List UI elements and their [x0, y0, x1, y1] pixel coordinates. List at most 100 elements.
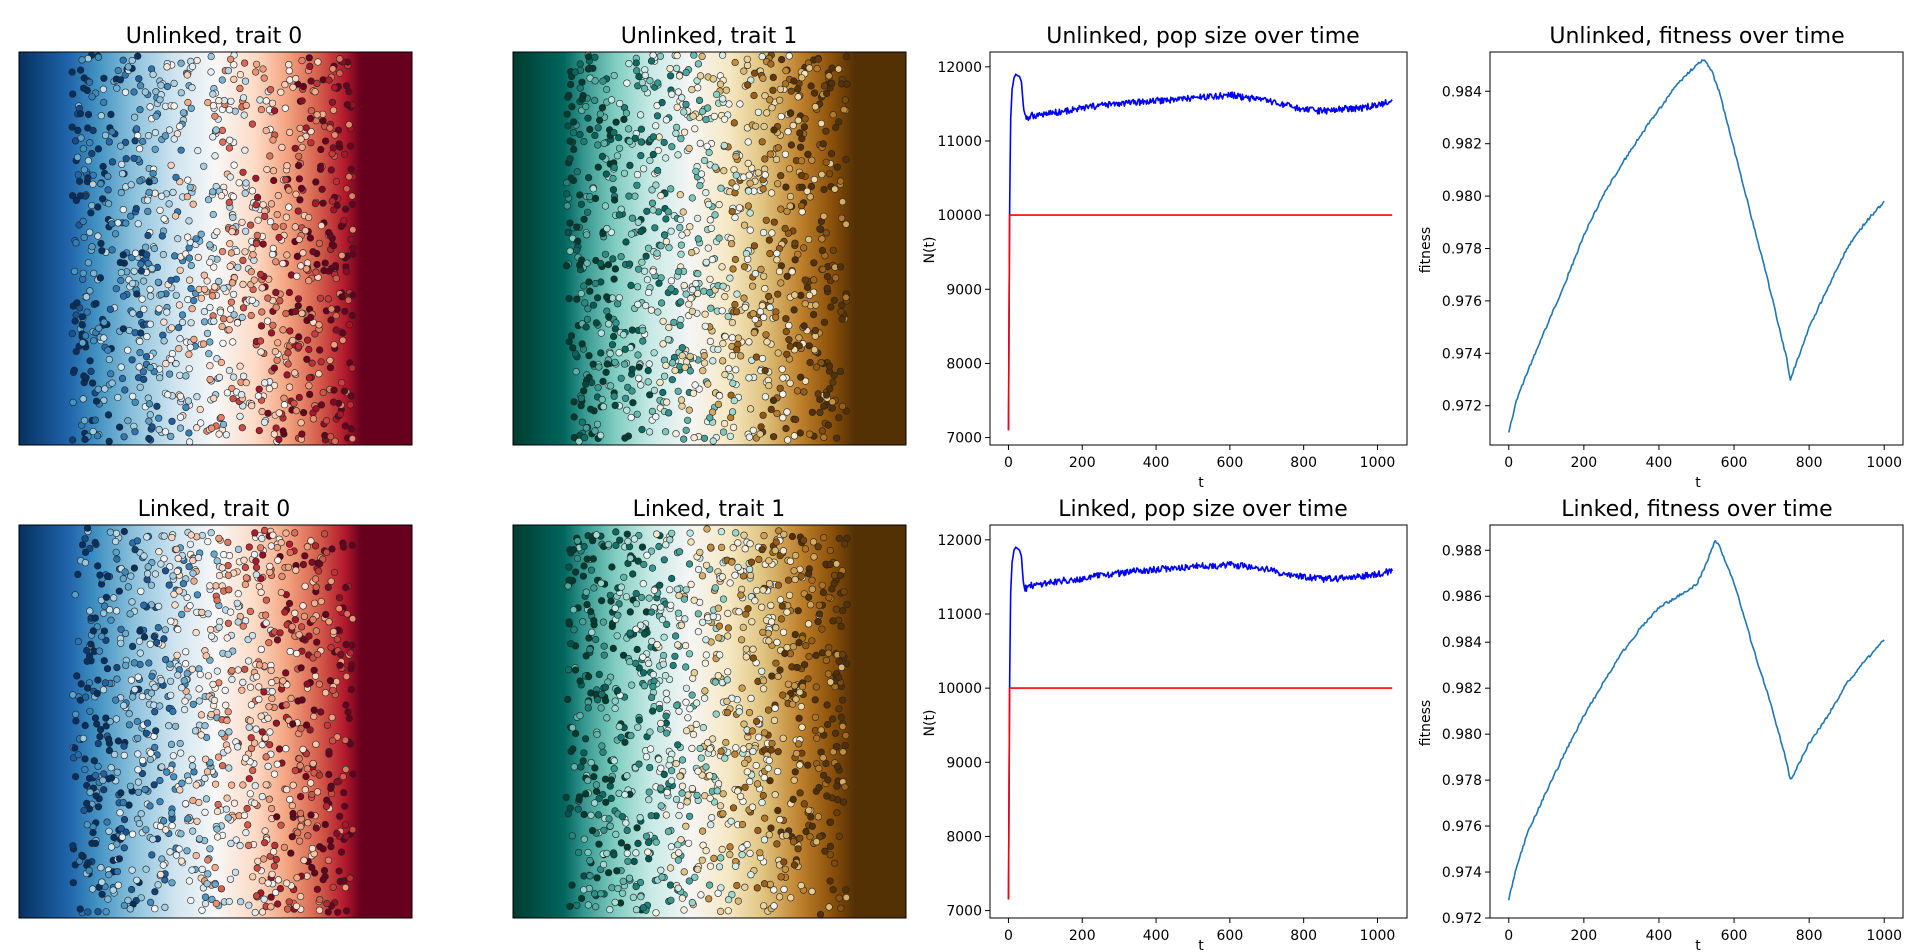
individual-point: [275, 435, 283, 444]
individual-point: [672, 795, 681, 804]
individual-point: [333, 201, 341, 209]
individual-point: [842, 893, 851, 902]
individual-point: [327, 577, 335, 585]
individual-point: [292, 566, 300, 574]
individual-point: [312, 178, 320, 186]
individual-point: [772, 538, 780, 546]
individual-point: [697, 754, 705, 762]
individual-point: [151, 743, 159, 752]
individual-point: [721, 754, 729, 762]
individual-point: [783, 608, 791, 616]
individual-point: [246, 683, 255, 691]
individual-point: [802, 827, 810, 836]
individual-point: [272, 258, 280, 266]
individual-point: [794, 116, 802, 124]
individual-point: [312, 740, 320, 748]
individual-point: [89, 427, 97, 436]
individual-point: [229, 213, 237, 222]
y-tick-label: 0.984: [1442, 84, 1482, 100]
individual-point: [114, 66, 122, 75]
individual-point: [680, 868, 688, 876]
individual-point: [662, 712, 670, 720]
x-tick-label: 0: [1504, 928, 1513, 944]
individual-point: [264, 762, 272, 771]
individual-point: [677, 836, 685, 844]
individual-point: [234, 590, 242, 598]
individual-point: [597, 329, 605, 337]
individual-point: [680, 108, 688, 116]
individual-point: [234, 743, 242, 751]
individual-point: [247, 701, 255, 709]
individual-point: [718, 51, 727, 59]
individual-point: [157, 290, 165, 299]
individual-point: [637, 593, 646, 602]
individual-point: [150, 781, 158, 789]
individual-point: [746, 777, 754, 786]
panel-unlinked-trait1: Unlinked, trait 1: [512, 24, 907, 446]
panel-linked-popsize: Linked, pop size over time 0 200 400 600 800…: [922, 497, 1408, 952]
individual-point: [642, 753, 651, 761]
individual-point: [587, 758, 595, 767]
individual-point: [624, 537, 632, 546]
individual-point: [214, 833, 222, 841]
individual-point: [182, 648, 190, 656]
individual-point: [267, 200, 276, 208]
individual-point: [201, 774, 209, 783]
individual-point: [628, 681, 636, 689]
individual-point: [674, 856, 683, 864]
individual-point: [767, 601, 775, 610]
individual-point: [672, 759, 680, 768]
individual-point: [275, 745, 284, 753]
individual-point: [81, 721, 89, 730]
individual-point: [604, 261, 613, 269]
individual-point: [296, 809, 305, 818]
individual-point: [281, 80, 289, 89]
individual-point: [262, 781, 270, 789]
individual-point: [838, 301, 846, 309]
individual-point: [148, 423, 156, 431]
individual-point: [740, 67, 748, 75]
individual-point: [200, 285, 209, 293]
individual-point: [302, 265, 311, 273]
individual-point: [583, 555, 591, 563]
individual-point: [121, 88, 130, 96]
individual-point: [90, 757, 98, 765]
individual-point: [94, 203, 102, 211]
individual-point: [770, 902, 778, 910]
individual-point: [804, 620, 813, 628]
individual-point: [144, 207, 152, 215]
individual-point: [73, 299, 81, 307]
individual-point: [723, 676, 731, 684]
individual-point: [832, 743, 840, 751]
individual-point: [608, 341, 617, 349]
individual-point: [785, 321, 793, 330]
individual-point: [219, 138, 227, 146]
individual-point: [129, 642, 137, 651]
individual-point: [807, 82, 815, 90]
individual-point: [630, 535, 639, 543]
individual-point: [121, 568, 129, 576]
individual-point: [562, 793, 570, 801]
individual-point: [151, 905, 159, 913]
plot-area: 0 200 400 600 800 10000.9720.9740.9760.9780.9…: [1442, 59, 1902, 471]
individual-point: [108, 128, 116, 136]
individual-point: [670, 318, 678, 327]
individual-point: [69, 879, 77, 887]
individual-point: [711, 678, 719, 686]
individual-point: [135, 75, 143, 83]
individual-point: [189, 827, 197, 835]
individual-point: [285, 67, 293, 75]
individual-point: [741, 783, 749, 791]
individual-point: [749, 654, 757, 662]
individual-point: [818, 581, 826, 589]
individual-point: [177, 749, 185, 757]
individual-point: [688, 286, 697, 294]
individual-point: [174, 554, 182, 563]
individual-point: [744, 187, 753, 195]
individual-point: [795, 638, 803, 647]
individual-point: [719, 95, 727, 103]
individual-point: [593, 294, 602, 302]
x-tick-label: 200: [1069, 455, 1096, 471]
individual-point: [264, 879, 272, 887]
individual-point: [239, 256, 247, 265]
